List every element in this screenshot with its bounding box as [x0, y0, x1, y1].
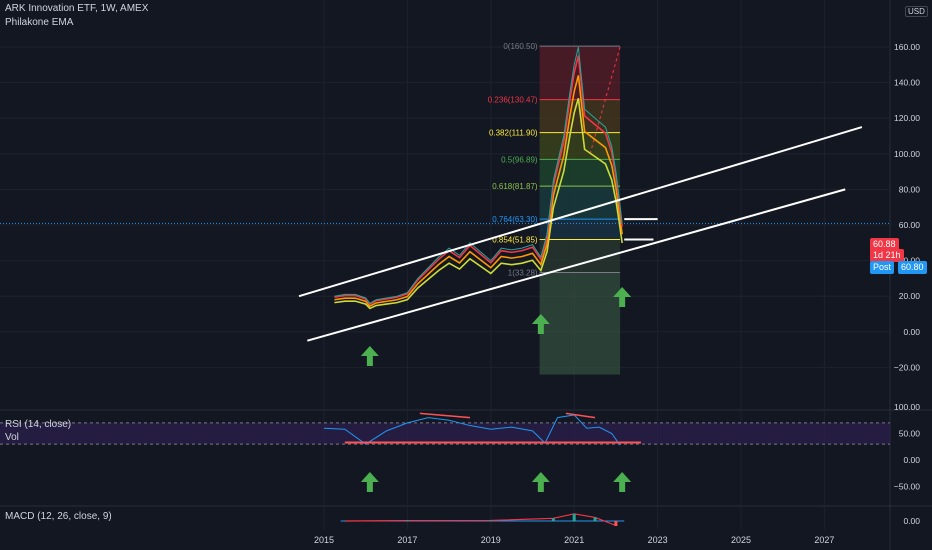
channel-upper-line — [298, 126, 863, 298]
y-tick-label: 20.00 — [899, 291, 921, 301]
y-tick-label: 60.00 — [899, 220, 921, 230]
y-tick-label: 40.00 — [899, 256, 921, 266]
grid-lines — [0, 0, 890, 530]
ema-mid-line — [334, 75, 623, 308]
macd-histogram-bar — [572, 513, 576, 522]
y-tick-label: 80.00 — [899, 184, 921, 194]
rsi-line — [323, 414, 621, 446]
macd-pane[interactable] — [0, 506, 890, 530]
rsi-series — [0, 412, 890, 446]
countdown-badge: 1d 21h — [870, 249, 904, 262]
macd-histogram-bar — [405, 520, 409, 522]
fib-level-label: 1(33.28) — [508, 269, 538, 278]
x-tick-label: 2015 — [314, 535, 334, 545]
x-tick-label: 2027 — [814, 535, 834, 545]
fib-level-label: 0.854(51.85) — [492, 236, 538, 245]
up-arrow-icon — [613, 472, 632, 492]
last-price-badge: 60.88 — [870, 238, 899, 251]
up-arrow-icon — [360, 472, 379, 492]
rsi-label[interactable]: RSI (14, close) — [5, 419, 72, 430]
currency-button[interactable]: USD — [905, 6, 928, 17]
fib-trend-line — [589, 46, 621, 154]
macd-label[interactable]: MACD (12, 26, close, 9) — [5, 511, 112, 522]
fib-level-label: 0.5(96.89) — [501, 155, 538, 164]
y-tick-label: 100.00 — [894, 149, 920, 159]
rsi-tick-label: −50.00 — [894, 482, 921, 492]
fib-target-zone — [539, 272, 621, 375]
macd-series — [340, 513, 625, 527]
y-tick-label: −20.00 — [894, 362, 921, 372]
macd-histogram-bar — [489, 520, 493, 522]
fib-zone — [539, 219, 621, 240]
up-arrow-icon — [531, 472, 550, 492]
drawings[interactable] — [298, 126, 863, 492]
fib-zone — [539, 159, 621, 187]
channel-lower-line — [307, 188, 846, 342]
vol-label[interactable]: Vol — [5, 432, 19, 443]
fib-level-label: 0.382(111.90) — [489, 129, 538, 138]
up-arrow-icon — [360, 346, 379, 366]
macd-histogram-bar — [343, 521, 347, 522]
up-arrow-icon — [531, 314, 550, 334]
y-tick-label: 120.00 — [894, 113, 920, 123]
ema-fast-line — [334, 55, 623, 306]
rsi-band — [0, 422, 890, 445]
macd-histogram-bar — [593, 517, 597, 522]
rsi-divergence-line — [419, 412, 471, 419]
rsi-tick-label: 0.00 — [903, 455, 920, 465]
indicator-label[interactable]: Philakone EMA — [5, 17, 74, 28]
y-tick-label: 140.00 — [894, 78, 920, 88]
axes: 2015 2017 2019 2021 2023 2025 2027 160.00 140.00… — [314, 42, 920, 545]
y-tick-label: 160.00 — [894, 42, 920, 52]
x-tick-label: 2021 — [564, 535, 584, 545]
macd-tick-label: 0.00 — [903, 516, 920, 526]
price-pane[interactable] — [0, 0, 890, 410]
fib-level-label: 0.764(63.30) — [492, 215, 538, 224]
fib-level-label: 0(160.50) — [503, 42, 538, 51]
x-tick-label: 2017 — [397, 535, 417, 545]
chart-title[interactable]: ARK Innovation ETF, 1W, AMEX — [5, 3, 149, 14]
x-tick-label: 2019 — [481, 535, 501, 545]
x-tick-label: 2023 — [648, 535, 668, 545]
macd-histogram-bar — [614, 521, 618, 526]
macd-histogram-bar — [551, 518, 555, 522]
x-tick-label: 2025 — [731, 535, 751, 545]
rsi-tick-label: 100.00 — [894, 402, 920, 412]
post-price-badge: 60.80 — [898, 261, 927, 274]
rsi-divergence-line — [565, 412, 596, 419]
fib-level-label: 0.618(81.87) — [492, 182, 538, 191]
rsi-tick-label: 50.00 — [899, 429, 921, 439]
up-arrow-icon — [613, 287, 632, 307]
price-series — [0, 46, 890, 310]
y-tick-label: 0.00 — [903, 327, 920, 337]
fib-level-label: 0.236(130.47) — [488, 96, 538, 105]
price-line — [334, 46, 623, 304]
ema-slow-line — [334, 98, 623, 310]
post-label-badge: Post — [870, 261, 895, 274]
